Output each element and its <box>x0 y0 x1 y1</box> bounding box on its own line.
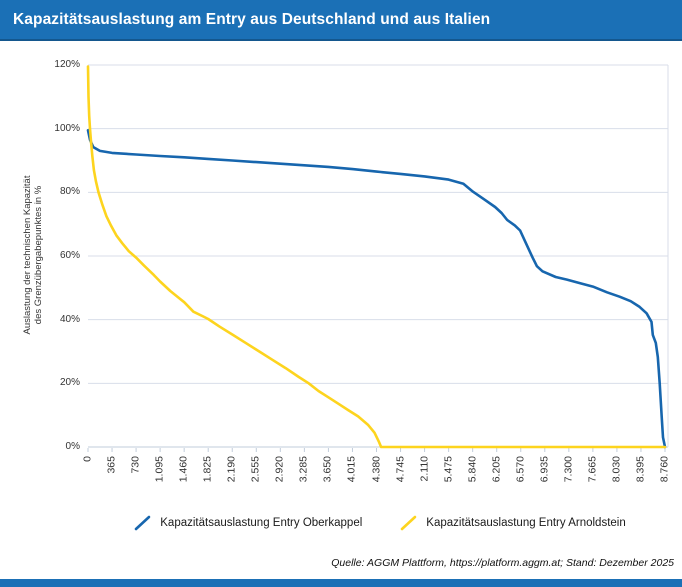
legend-label-oberkappel: Kapazitätsauslastung Entry Oberkappel <box>160 517 363 529</box>
x-tick-label: 0 <box>81 456 94 462</box>
x-tick-label: 8.395 <box>634 456 647 483</box>
x-tick-label: 2.920 <box>273 456 286 483</box>
x-tick-label: 1.825 <box>201 456 214 483</box>
y-tick-label: 60% <box>59 250 80 261</box>
x-tick-label: 4.380 <box>370 456 382 483</box>
x-tick-label: 3.285 <box>297 456 310 483</box>
x-tick-label: 4.745 <box>394 456 407 483</box>
x-tick-label: 4.015 <box>345 456 358 483</box>
legend-item-oberkappel: Kapazitätsauslastung Entry Oberkappel <box>134 514 362 532</box>
x-tick-label: 1.460 <box>177 456 190 483</box>
x-tick-label: 730 <box>129 456 142 474</box>
y-tick-label: 0% <box>65 441 80 452</box>
page-title: Kapazitätsauslastung am Entry aus Deutsc… <box>13 10 491 28</box>
x-tick-label: 6.570 <box>514 456 527 483</box>
x-tick-label: 8.030 <box>610 456 623 483</box>
source-text: Quelle: AGGM Plattform, https://platform… <box>331 557 674 569</box>
series-line-0 <box>86 129 667 449</box>
y-tick-label: 120% <box>54 59 80 70</box>
x-tick-label: 7.300 <box>562 456 575 483</box>
y-axis-title-line1: Auslastung der technischen Kapazität <box>22 175 33 335</box>
x-tick-label: 8.760 <box>658 456 671 483</box>
x-tick-label: 7.665 <box>586 456 599 483</box>
x-tick-label: 3.650 <box>321 456 334 483</box>
x-tick-label: 5.475 <box>442 456 455 483</box>
x-tick-label: 365 <box>105 456 118 474</box>
x-tick-label: 5.840 <box>466 456 479 483</box>
x-tick-label: 6.935 <box>538 456 551 483</box>
x-tick-label: 6.205 <box>490 456 503 483</box>
y-tick-label: 100% <box>54 122 80 134</box>
legend-label-arnoldstein: Kapazitätsauslastung Entry Arnoldstein <box>426 517 626 529</box>
legend-marker-blue-line-icon <box>134 515 151 531</box>
series-line-1 <box>86 65 667 449</box>
bottom-accent-bar <box>0 579 682 587</box>
y-tick-label: 80% <box>59 186 80 198</box>
legend-marker-yellow-line-icon <box>400 515 417 531</box>
x-tick-label: 1.095 <box>153 456 166 483</box>
legend: Kapazitätsauslastung Entry Oberkappel Ka… <box>78 514 682 532</box>
x-tick-label: 2.190 <box>225 456 238 483</box>
y-tick-label: 20% <box>59 377 80 389</box>
x-tick-label: 2.555 <box>249 456 262 483</box>
x-tick-label: 2.110 <box>418 456 431 482</box>
y-tick-label: 40% <box>59 313 80 325</box>
title-bar: Kapazitätsauslastung am Entry aus Deutsc… <box>0 0 682 41</box>
legend-item-arnoldstein: Kapazitätsauslastung Entry Arnoldstein <box>400 514 626 532</box>
